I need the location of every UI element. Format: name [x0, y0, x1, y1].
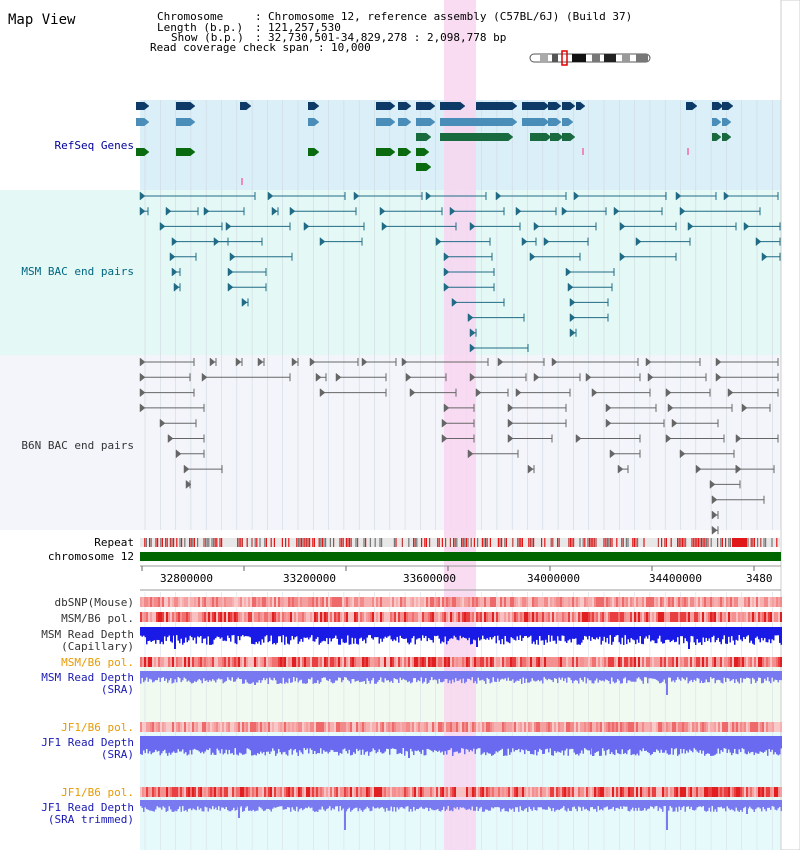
b6n-bac-features[interactable] — [139, 357, 779, 535]
msm-bac-features[interactable] — [139, 191, 781, 353]
track-label-refseq[interactable]: RefSeq Genes — [55, 139, 134, 152]
position-axis: 32800000 33200000 33600000 34000000 3440… — [140, 565, 781, 591]
svg-text::: : — [255, 10, 262, 23]
length-value: 121,257,530 — [268, 21, 341, 34]
track-label-msm-bac[interactable]: MSM BAC end pairs — [21, 265, 134, 278]
track-label-b6n-bac[interactable]: B6N BAC end pairs — [21, 439, 134, 452]
track-label-msm-pol-1[interactable]: MSM/B6 pol. — [61, 612, 134, 625]
map-view-title: Map View — [8, 12, 76, 28]
track-label-jf1-depth-trimmed[interactable]: JF1 Read Depth — [41, 801, 134, 814]
show-value: 32,730,501-34,829,278 : 2,098,778 bp — [268, 31, 506, 44]
show-label: Show (b.p.) — [171, 31, 244, 44]
axis-tick-label: 34400000 — [649, 572, 702, 585]
axis-tick-label: 34000000 — [527, 572, 580, 585]
ideogram-position-marker — [561, 50, 568, 66]
svg-text::: : — [255, 31, 262, 44]
track-label-jf1-pol-2[interactable]: JF1/B6 pol. — [61, 786, 134, 799]
coverage-value: 10,000 — [331, 41, 371, 54]
track-label-repeat[interactable]: Repeat — [94, 536, 134, 549]
track-label-msm-depth-capillary[interactable]: MSM Read Depth — [41, 628, 134, 641]
track-label-chromosome[interactable]: chromosome 12 — [48, 550, 134, 563]
track-label-jf1-depth-sra[interactable]: JF1 Read Depth — [41, 736, 134, 749]
b6n-bac-track-area — [0, 355, 781, 530]
selected-region-highlight[interactable] — [444, 0, 476, 850]
coverage-label: Read coverage check span — [150, 41, 309, 54]
track-label-msm-depth-sra-sub: (SRA) — [101, 683, 134, 696]
axis-tick-label: 33200000 — [283, 572, 336, 585]
svg-text::: : — [255, 21, 262, 34]
track-label-jf1-depth-trimmed-sub: (SRA trimmed) — [48, 813, 134, 826]
track-label-msm-pol-2[interactable]: MSM/B6 pol. — [61, 656, 134, 669]
polymorphism-depth-tracks — [140, 597, 782, 830]
svg-text::: : — [318, 41, 325, 54]
length-label: Length (b.p.) — [157, 21, 243, 34]
track-label-dbsnp[interactable]: dbSNP(Mouse) — [55, 596, 134, 609]
track-label-jf1-depth-sra-sub: (SRA) — [101, 748, 134, 761]
track-label-msm-depth-sra[interactable]: MSM Read Depth — [41, 671, 134, 684]
chromosome-value: Chromosome 12, reference assembly (C57BL… — [268, 10, 632, 23]
axis-tick-label: 3480 — [746, 572, 773, 585]
track-label-msm-depth-capillary-sub: (Capillary) — [61, 640, 134, 653]
chromosome-label: Chromosome — [157, 10, 223, 23]
vertical-scrollbar[interactable] — [780, 0, 800, 850]
repeat-track-features — [140, 538, 781, 547]
msm-bac-track-area — [0, 190, 781, 355]
refseq-gene-features[interactable] — [136, 101, 734, 185]
track-label-jf1-pol-1[interactable]: JF1/B6 pol. — [61, 721, 134, 734]
axis-tick-label: 32800000 — [160, 572, 213, 585]
chromosome-bar — [140, 552, 781, 561]
chromosome-ideogram[interactable] — [529, 50, 651, 66]
axis-tick-label: 33600000 — [403, 572, 456, 585]
